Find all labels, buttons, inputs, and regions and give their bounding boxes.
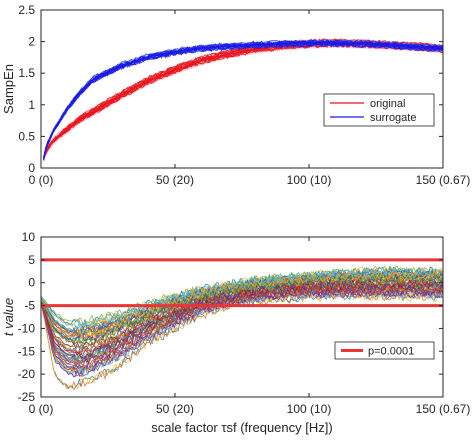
series-line-surrogate [42,42,444,159]
top-ytick-label: 1 [28,98,35,112]
bottom-x-axis-label: scale factor τsf (frequency [Hz]) [151,420,332,435]
top-ytick-label: 2.5 [18,3,35,17]
top-legend-box [323,93,435,127]
tvalue-curve [40,283,444,364]
top-xtick-label: 100 (10) [287,173,332,187]
bottom-ytick-label: -25 [18,390,36,404]
legend-label-threshold: p=0.0001 [368,346,414,358]
top-ytick-label: 2 [28,35,35,49]
top-plot-data [42,38,444,163]
bottom-legend: p=0.0001 [334,341,435,360]
top-xtick-label: 50 (20) [156,173,194,187]
top-y-axis-label: SampEn [1,64,16,114]
tvalue-curve [40,266,444,329]
top-xtick-label: 0 (0) [29,173,54,187]
top-ytick-label: 1.5 [18,66,35,80]
tvalue-curve [40,288,444,378]
tvalue-curve [40,274,444,346]
bottom-ytick-label: 10 [22,230,36,244]
top-ytick-label: 0 [28,161,35,175]
bottom-ticks: 0 (0) 50 (20) 100 (10) 150 (0.67) -25 -20 -15 -… [18,230,471,416]
legend-label-original: original [370,98,405,110]
bottom-xtick-label: 0 (0) [29,402,54,416]
tvalue-curve [40,268,444,335]
tvalue-curve [40,268,444,334]
bottom-axes-frame [40,236,444,398]
panel-sampen: 0 (0) 50 (20) 100 (10) 150 (0.67) 0 0.5 1 1.5 2 2… [1,3,470,187]
bottom-xtick-label: 100 (10) [287,402,332,416]
top-legend: original surrogate [323,93,435,127]
panel-t-value: 0 (0) 50 (20) 100 (10) 150 (0.67) -25 -20 -15 -… [1,230,470,435]
tvalue-curve [40,273,444,344]
bottom-ytick-label: -5 [24,299,35,313]
top-xtick-label: 150 (0.67) [416,173,471,187]
bottom-plot-data [40,265,444,391]
top-ticks: 0 (0) 50 (20) 100 (10) 150 (0.67) 0 0.5 1 1.5 2 2… [18,3,470,187]
bottom-xtick-label: 50 (20) [156,402,194,416]
bottom-ytick-label: -20 [18,367,36,381]
bottom-ytick-label: -10 [18,321,36,335]
bottom-xtick-label: 150 (0.67) [416,402,471,416]
tvalue-curve [40,284,444,366]
threshold-lines [41,258,443,308]
top-ytick-label: 0.5 [18,129,35,143]
bottom-legend-box [334,341,435,360]
bottom-y-axis-label: t value [1,298,16,336]
tvalue-curve [40,271,444,338]
bottom-ytick-label: -15 [18,344,36,358]
bottom-ytick-label: 0 [28,276,35,290]
tvalue-curve [40,284,444,368]
legend-label-surrogate: surrogate [370,112,416,124]
top-axes-frame [40,9,444,169]
bottom-ytick-label: 5 [28,253,35,267]
